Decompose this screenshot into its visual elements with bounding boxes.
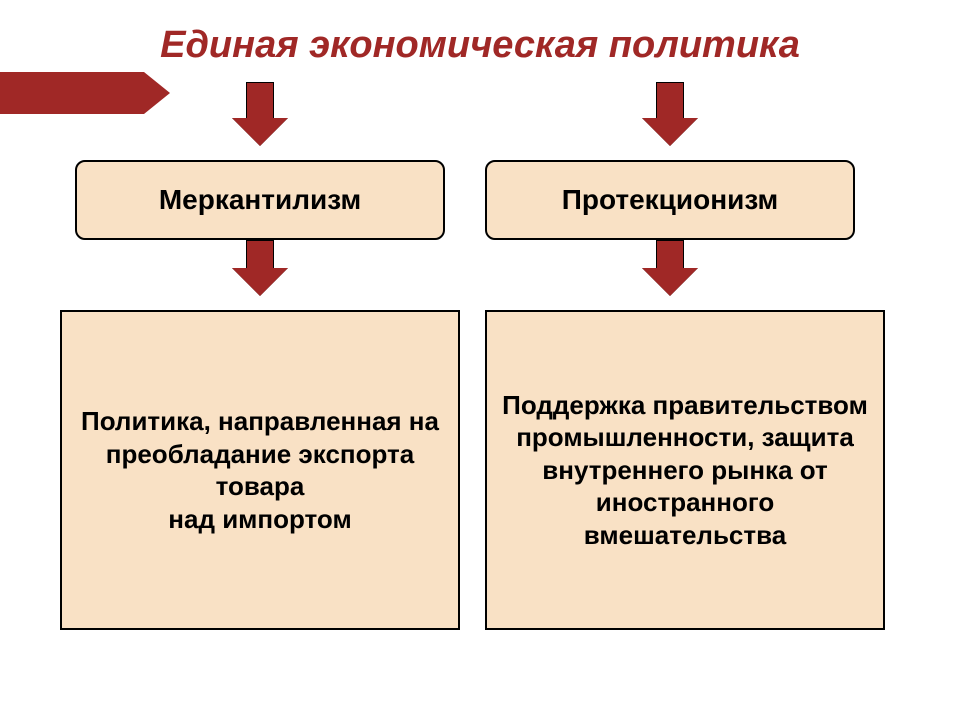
arrow-stem (656, 240, 684, 268)
arrow-down-icon (230, 82, 290, 146)
arrow-head (232, 268, 288, 296)
concept-box-mercantilism: Меркантилизм (75, 160, 445, 240)
description-box-mercantilism: Политика, направленная на преобладание э… (60, 310, 460, 630)
description-box-protectionism: Поддержка правительством промышленности,… (485, 310, 885, 630)
arrow-head (642, 118, 698, 146)
arrow-head (642, 268, 698, 296)
arrow-down-icon (640, 82, 700, 146)
arrow-stem (246, 82, 274, 118)
title-chevron-accent (0, 72, 170, 114)
arrow-down-icon (230, 240, 290, 296)
chevron-icon (0, 72, 170, 114)
page-title: Единая экономическая политика (0, 24, 960, 67)
arrow-head (232, 118, 288, 146)
concept-box-protectionism: Протекционизм (485, 160, 855, 240)
arrow-stem (656, 82, 684, 118)
arrow-stem (246, 240, 274, 268)
arrow-down-icon (640, 240, 700, 296)
